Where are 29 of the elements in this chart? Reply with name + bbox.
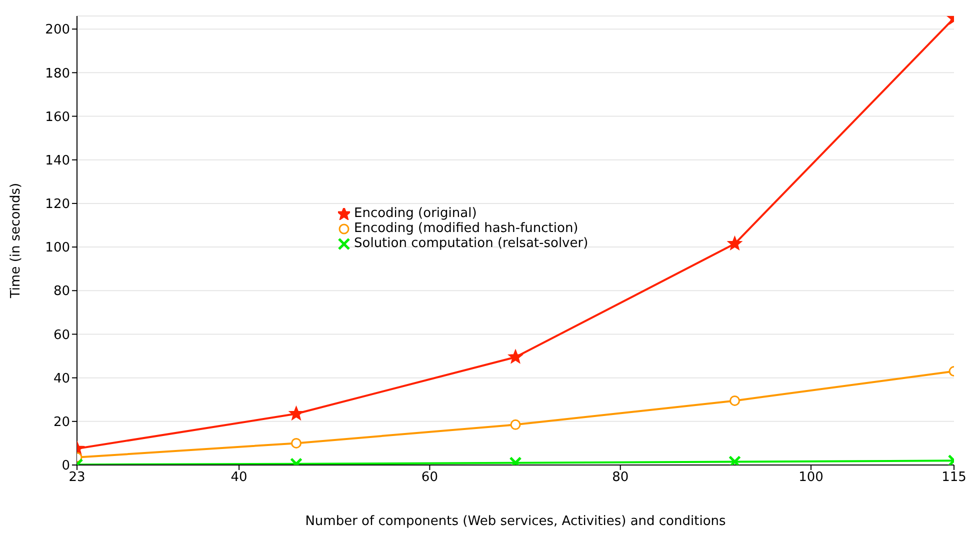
- legend-label: Encoding (modified hash-function): [354, 221, 578, 236]
- x-tick-label: 80: [612, 470, 629, 486]
- x-tick-label: 23: [68, 470, 86, 486]
- x-tick-label: 115: [942, 470, 966, 486]
- x-tick-label: 100: [798, 470, 824, 486]
- x-tick-label: 60: [421, 470, 438, 486]
- y-tick-label: 120: [45, 197, 70, 212]
- y-tick-label: 20: [53, 415, 70, 430]
- point: [728, 455, 741, 465]
- y-tick-label: 180: [45, 66, 70, 82]
- y-tick-label: 100: [45, 240, 70, 256]
- point: [730, 395, 740, 406]
- y-tick-label: 80: [53, 284, 70, 300]
- y-tick-label: 0: [62, 458, 70, 474]
- x-tick-label: 40: [230, 470, 248, 486]
- y-tick-label: 200: [45, 22, 70, 38]
- y-tick-label: 40: [53, 371, 70, 386]
- point: [728, 236, 742, 250]
- y-tick-label: 140: [45, 153, 70, 168]
- legend-label: Encoding (original): [354, 206, 477, 221]
- legend-label: Solution computation (relsat-solver): [354, 236, 588, 251]
- y-axis-title: Time (in seconds): [8, 182, 24, 300]
- point: [508, 350, 523, 364]
- x-axis-title: Number of components (Web services, Activities) and conditions: [305, 514, 726, 529]
- point: [510, 419, 521, 430]
- y-tick-label: 160: [45, 110, 70, 125]
- point: [291, 438, 302, 448]
- point: [289, 406, 304, 420]
- y-tick-label: 60: [53, 328, 70, 343]
